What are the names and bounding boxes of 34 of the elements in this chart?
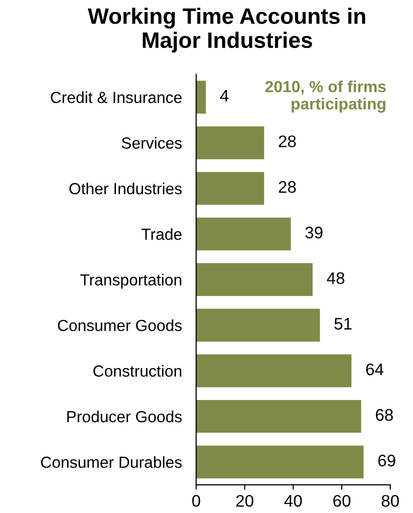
chart-title: Working Time Accounts in Major Industries — [88, 8, 366, 52]
x-tick-label: 40 — [284, 494, 302, 507]
data-label: 39 — [305, 226, 322, 238]
bar — [196, 354, 352, 388]
data-label: 28 — [278, 181, 296, 193]
y-tick-label: Consumer Durables — [41, 456, 182, 468]
y-tick-label: Consumer Goods — [58, 319, 182, 332]
bar — [196, 263, 313, 296]
y-tick-label: Transportation — [80, 274, 182, 289]
data-label: 28 — [278, 135, 296, 148]
bar — [196, 80, 206, 114]
y-tick-label: Other Industries — [69, 182, 182, 194]
bar — [196, 172, 264, 205]
y-tick-label: Construction — [93, 365, 182, 377]
annotation: 2010, % of firms participating — [265, 80, 386, 113]
y-tick-label: Services — [122, 137, 182, 149]
x-tick-label: 80 — [382, 494, 399, 507]
bar — [196, 126, 264, 160]
data-label: 69 — [378, 454, 396, 466]
bar — [196, 446, 364, 478]
data-label: 48 — [326, 272, 344, 284]
data-label: 4 — [220, 90, 229, 102]
data-label: 51 — [334, 318, 352, 330]
y-tick-label: Producer Goods — [67, 410, 182, 422]
x-tick-label: 20 — [236, 494, 254, 507]
bar — [196, 308, 320, 342]
y-tick-label: Credit & Insurance — [50, 91, 182, 104]
data-label: 68 — [376, 409, 393, 421]
x-tick-label: 60 — [333, 494, 350, 507]
bar — [196, 218, 291, 250]
data-label: 64 — [366, 363, 384, 376]
y-tick-label: Trade — [142, 228, 182, 240]
bar — [196, 400, 362, 433]
x-tick-label: 0 — [192, 494, 200, 507]
